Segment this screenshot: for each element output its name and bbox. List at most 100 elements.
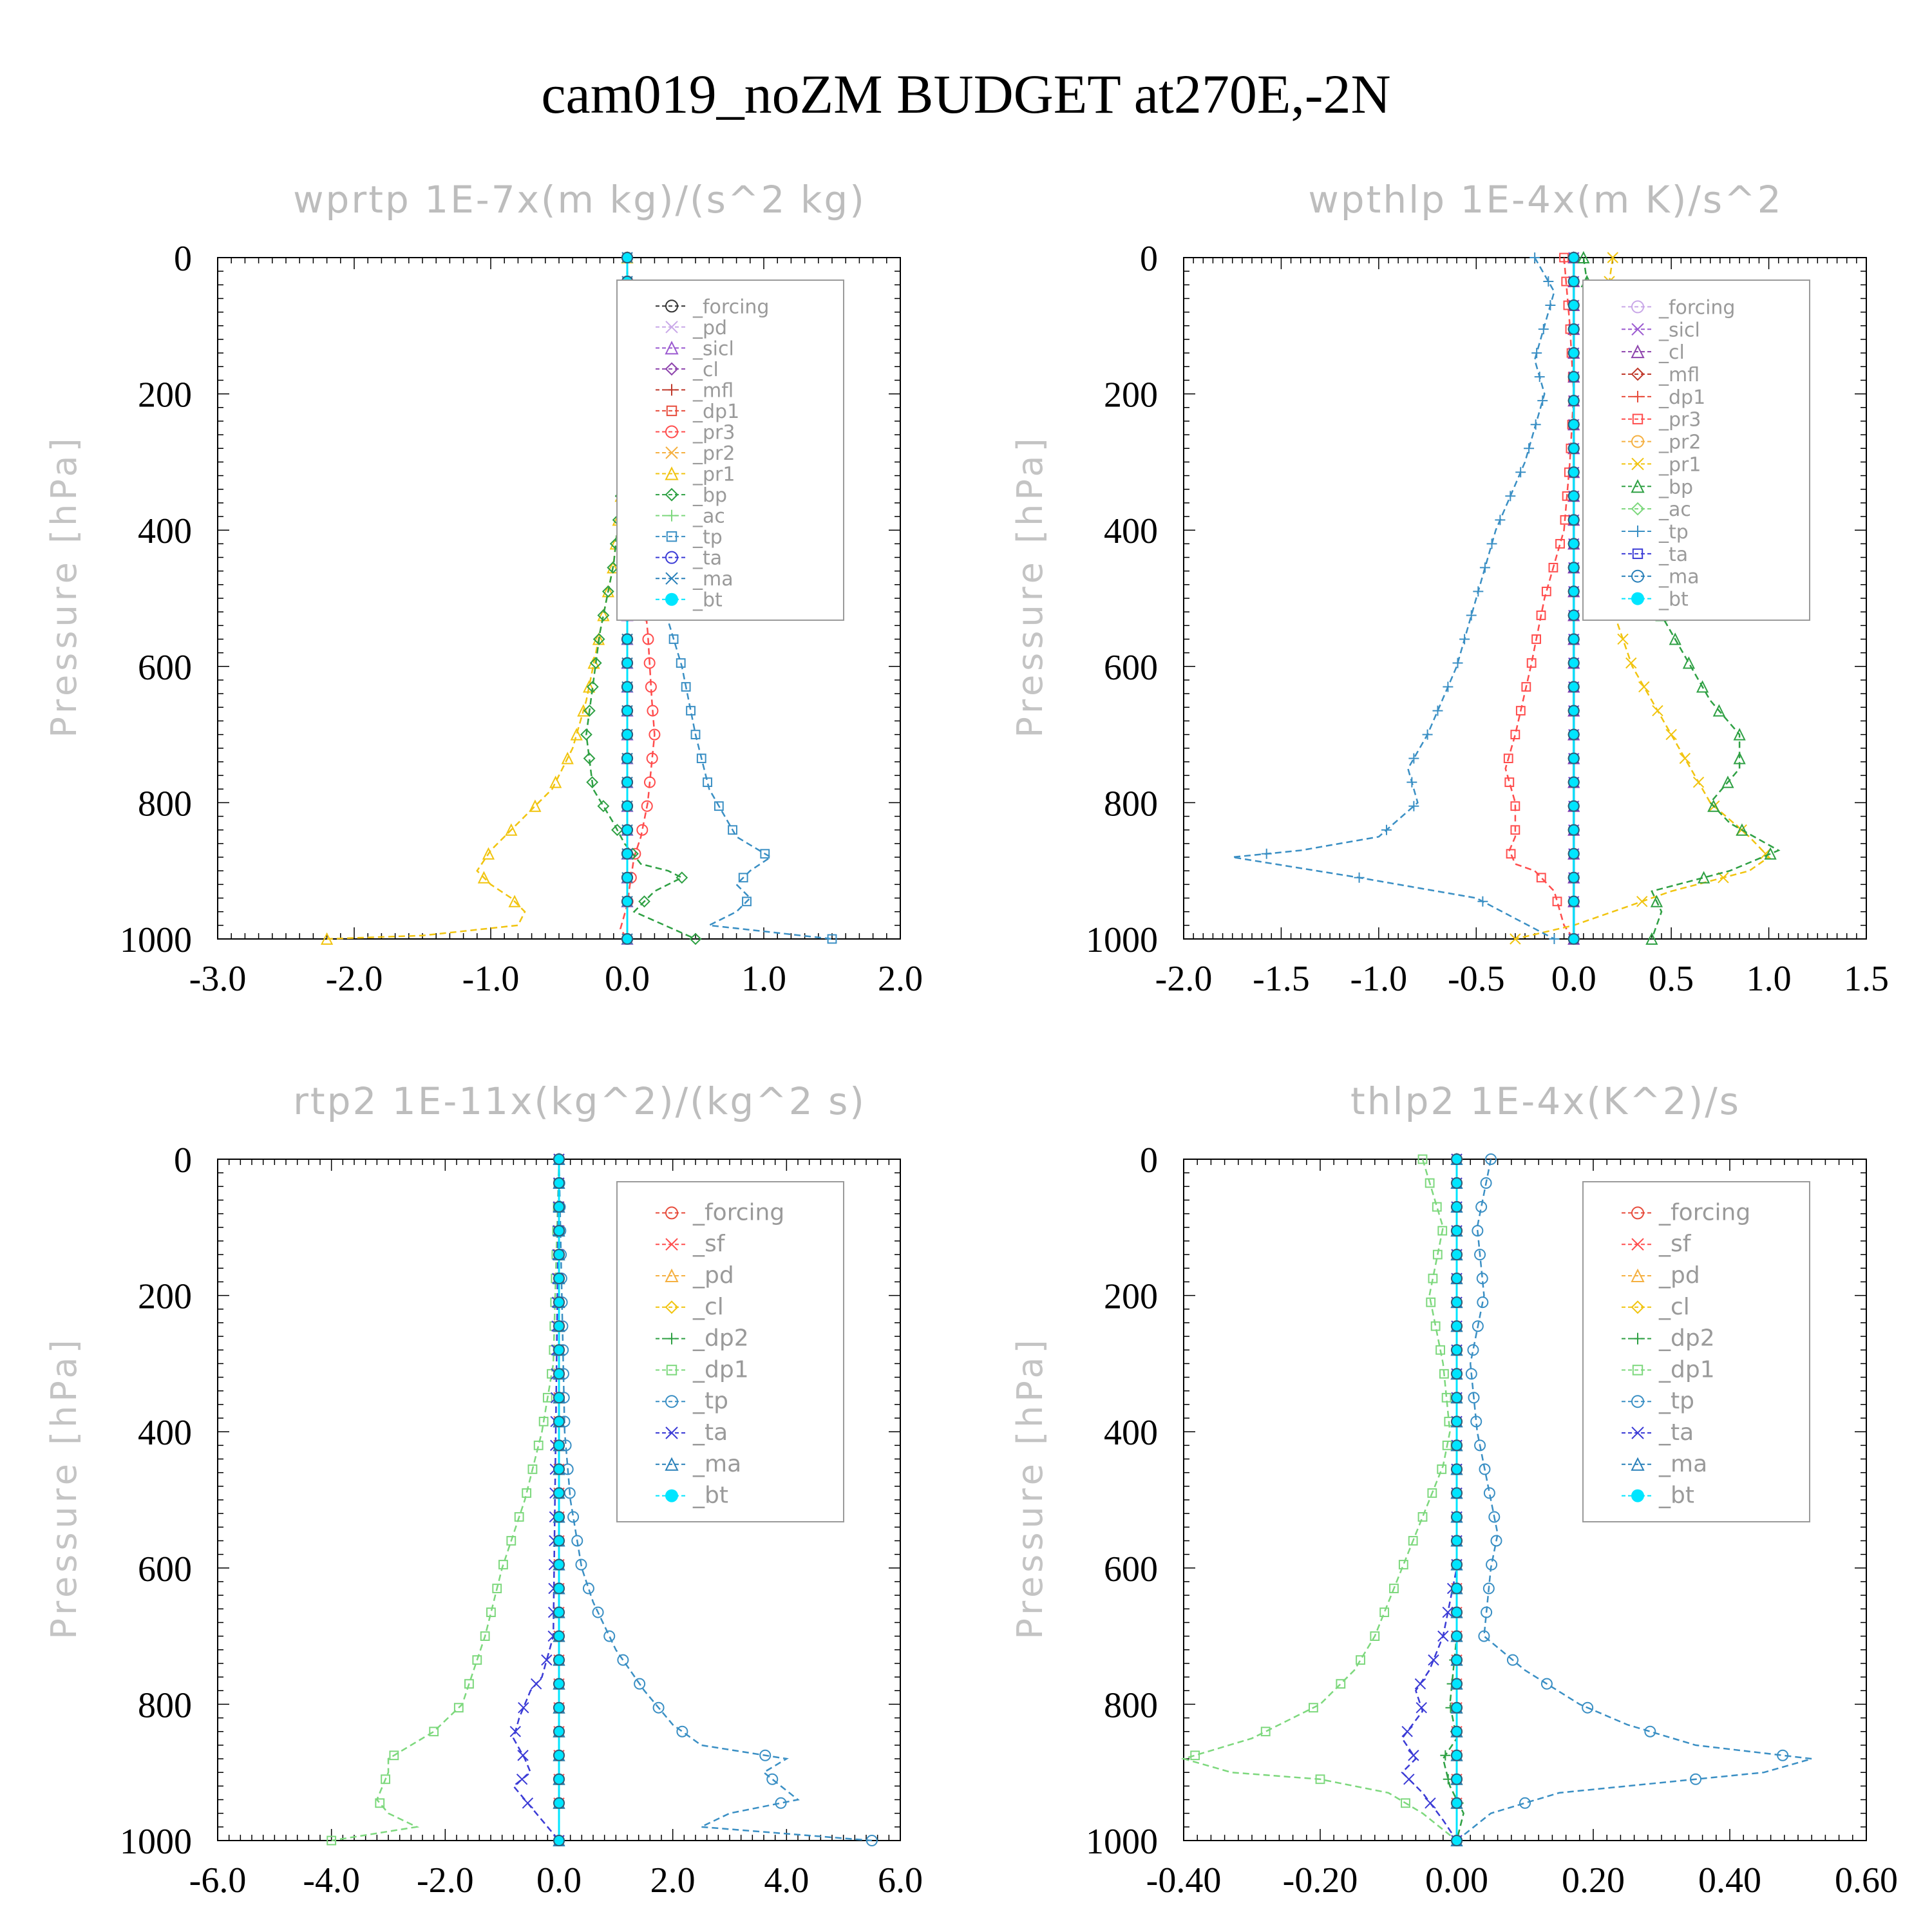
data-point xyxy=(1451,1368,1463,1380)
data-point xyxy=(1631,300,1644,314)
data-point xyxy=(641,800,653,812)
y-tick-label: 400 xyxy=(138,1413,192,1453)
data-point xyxy=(541,1654,553,1666)
data-point xyxy=(1567,728,1580,741)
legend-label: _ma xyxy=(692,568,734,591)
y-axis-label: Pressure [hPa] xyxy=(1010,1336,1050,1639)
data-point xyxy=(592,633,605,645)
data-point xyxy=(1451,1654,1463,1666)
data-point xyxy=(1530,252,1540,263)
legend-label: _dp2 xyxy=(1658,1325,1715,1352)
data-point xyxy=(1470,1416,1482,1428)
data-point xyxy=(518,1701,529,1714)
data-point xyxy=(665,341,679,355)
legend-label: _cl xyxy=(692,1294,724,1320)
x-tick-label: 0.00 xyxy=(1425,1861,1488,1900)
data-point xyxy=(1437,1226,1448,1236)
data-point xyxy=(1451,1511,1463,1523)
data-point xyxy=(1381,824,1392,835)
legend-marker xyxy=(1631,1489,1644,1502)
data-point xyxy=(453,1703,464,1713)
data-point xyxy=(1495,515,1506,526)
data-point xyxy=(1632,1332,1643,1345)
data-point xyxy=(522,1797,534,1809)
data-point xyxy=(1536,873,1546,883)
legend-box xyxy=(1582,279,1810,621)
series-dp1 xyxy=(1180,1154,1462,1846)
data-point xyxy=(1451,1463,1463,1475)
y-tick-label: 200 xyxy=(1104,375,1158,415)
data-point xyxy=(665,488,679,502)
data-point xyxy=(665,466,679,480)
data-point xyxy=(1451,1535,1463,1547)
y-tick-label: 800 xyxy=(1104,1685,1158,1725)
data-point xyxy=(638,895,650,908)
data-point xyxy=(621,705,633,717)
series-line xyxy=(1401,1159,1458,1841)
data-point xyxy=(696,753,706,764)
data-point xyxy=(1480,1177,1492,1189)
data-point xyxy=(1427,1488,1437,1498)
data-point xyxy=(1567,585,1580,598)
y-tick-label: 1000 xyxy=(120,920,192,960)
legend-label: _tp xyxy=(1658,1388,1694,1414)
data-point xyxy=(1482,1582,1495,1595)
data-point xyxy=(621,848,633,860)
data-point xyxy=(1510,730,1520,739)
data-point xyxy=(1567,252,1580,263)
data-point xyxy=(506,1536,516,1546)
data-point xyxy=(1417,1512,1428,1522)
data-point xyxy=(389,1750,399,1761)
data-point xyxy=(1356,1655,1365,1665)
data-point xyxy=(1451,1273,1463,1285)
data-point xyxy=(1451,1582,1463,1595)
legend-label: _mfl xyxy=(1658,364,1700,386)
panel-title: wpthlp 1E-4x(m K)/s^2 xyxy=(1308,178,1783,222)
data-point xyxy=(1530,419,1541,430)
data-point xyxy=(665,551,678,564)
data-point xyxy=(1650,895,1663,907)
data-point xyxy=(1451,1725,1463,1738)
data-point xyxy=(1524,443,1535,454)
data-point xyxy=(617,1654,629,1666)
data-point xyxy=(1442,1606,1454,1618)
data-point xyxy=(1625,657,1637,669)
data-point xyxy=(1474,1439,1486,1452)
data-point xyxy=(327,1835,337,1846)
data-point xyxy=(553,1558,565,1571)
data-point xyxy=(1631,1457,1645,1471)
data-point xyxy=(522,1488,532,1498)
data-point xyxy=(1567,633,1580,645)
x-tick-label: -4.0 xyxy=(303,1861,360,1900)
data-point xyxy=(728,825,737,835)
y-tick-label: 400 xyxy=(138,511,192,551)
data-point xyxy=(1631,1238,1644,1251)
legend-label: _tp xyxy=(1658,521,1689,544)
data-point xyxy=(690,730,701,739)
data-point xyxy=(1515,467,1526,478)
data-point xyxy=(561,752,574,764)
legend-label: _bt xyxy=(692,589,723,612)
data-point xyxy=(549,775,562,788)
data-point xyxy=(1478,1630,1490,1642)
data-point xyxy=(1526,658,1537,668)
series-tp xyxy=(1232,252,1560,944)
data-point xyxy=(1425,1797,1436,1809)
legend-marker xyxy=(1631,592,1644,605)
data-point xyxy=(1631,323,1644,336)
data-point xyxy=(1465,1368,1477,1380)
data-point xyxy=(1777,1749,1789,1761)
data-point xyxy=(1416,1701,1427,1714)
data-point xyxy=(1451,1439,1463,1452)
data-point xyxy=(1451,1392,1463,1404)
data-point xyxy=(1475,1201,1488,1213)
data-point xyxy=(1690,1773,1701,1785)
data-point xyxy=(1531,634,1541,644)
x-tick-label: -0.5 xyxy=(1448,959,1505,999)
data-point xyxy=(1721,775,1734,788)
data-point xyxy=(1451,1153,1463,1165)
data-point xyxy=(666,384,677,396)
data-point xyxy=(666,509,677,522)
series-line xyxy=(1232,257,1555,940)
data-point xyxy=(621,657,633,669)
